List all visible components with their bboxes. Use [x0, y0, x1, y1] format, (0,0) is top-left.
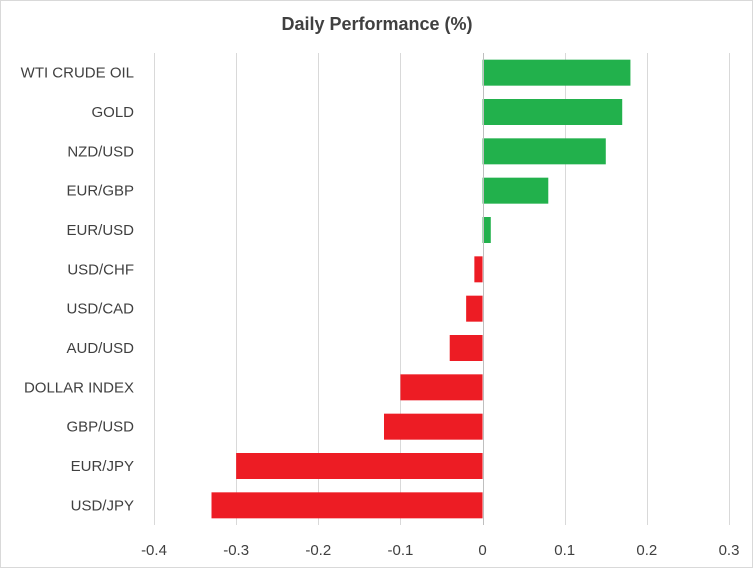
x-axis-tick-labels: -0.4 -0.3 -0.2 -0.1 0 0.1 0.2 0.3 — [141, 542, 739, 559]
category-label-gbp-usd: GBP/USD — [66, 419, 134, 436]
category-label-usd-jpy: USD/JPY — [71, 497, 134, 514]
x-tick-label: -0.1 — [387, 542, 413, 559]
bar-wti-crude-oil — [482, 59, 631, 86]
bar-nzd-usd — [482, 138, 606, 165]
category-label-nzd-usd: NZD/USD — [67, 143, 134, 160]
x-tick-label: 0.3 — [719, 542, 740, 559]
bar-usd-chf — [474, 256, 483, 283]
category-label-eur-jpy: EUR/JPY — [71, 458, 134, 475]
bar-eur-jpy — [236, 453, 483, 479]
x-tick-label: 0 — [478, 542, 486, 559]
bar-usd-jpy — [211, 492, 483, 519]
category-label-usd-cad: USD/CAD — [66, 301, 134, 318]
x-tick-label: -0.4 — [141, 542, 167, 559]
bar-usd-cad — [466, 295, 483, 322]
category-label-dollar-index: DOLLAR INDEX — [24, 379, 134, 396]
category-label-aud-usd: AUD/USD — [66, 340, 134, 357]
category-label-eur-usd: EUR/USD — [66, 222, 134, 239]
grid-lines — [154, 53, 730, 525]
chart-title: Daily Performance (%) — [281, 14, 472, 34]
bar-dollar-index — [400, 374, 483, 401]
x-tick-label: -0.3 — [223, 542, 249, 559]
category-label-wti-crude-oil: WTI CRUDE OIL — [21, 65, 134, 82]
x-tick-label: 0.1 — [554, 542, 575, 559]
bar-series — [211, 59, 631, 519]
category-label-usd-chf: USD/CHF — [67, 261, 134, 278]
bar-gold — [482, 99, 623, 125]
x-tick-label: -0.2 — [305, 542, 331, 559]
bar-gbp-usd — [384, 413, 483, 440]
bar-eur-gbp — [482, 177, 549, 204]
category-label-gold: GOLD — [91, 104, 134, 121]
bar-eur-usd — [482, 217, 491, 243]
category-labels: WTI CRUDE OIL GOLD NZD/USD EUR/GBP EUR/USD US… — [21, 65, 135, 515]
bar-aud-usd — [449, 335, 483, 361]
category-label-eur-gbp: EUR/GBP — [66, 183, 134, 200]
x-tick-label: 0.2 — [636, 542, 657, 559]
